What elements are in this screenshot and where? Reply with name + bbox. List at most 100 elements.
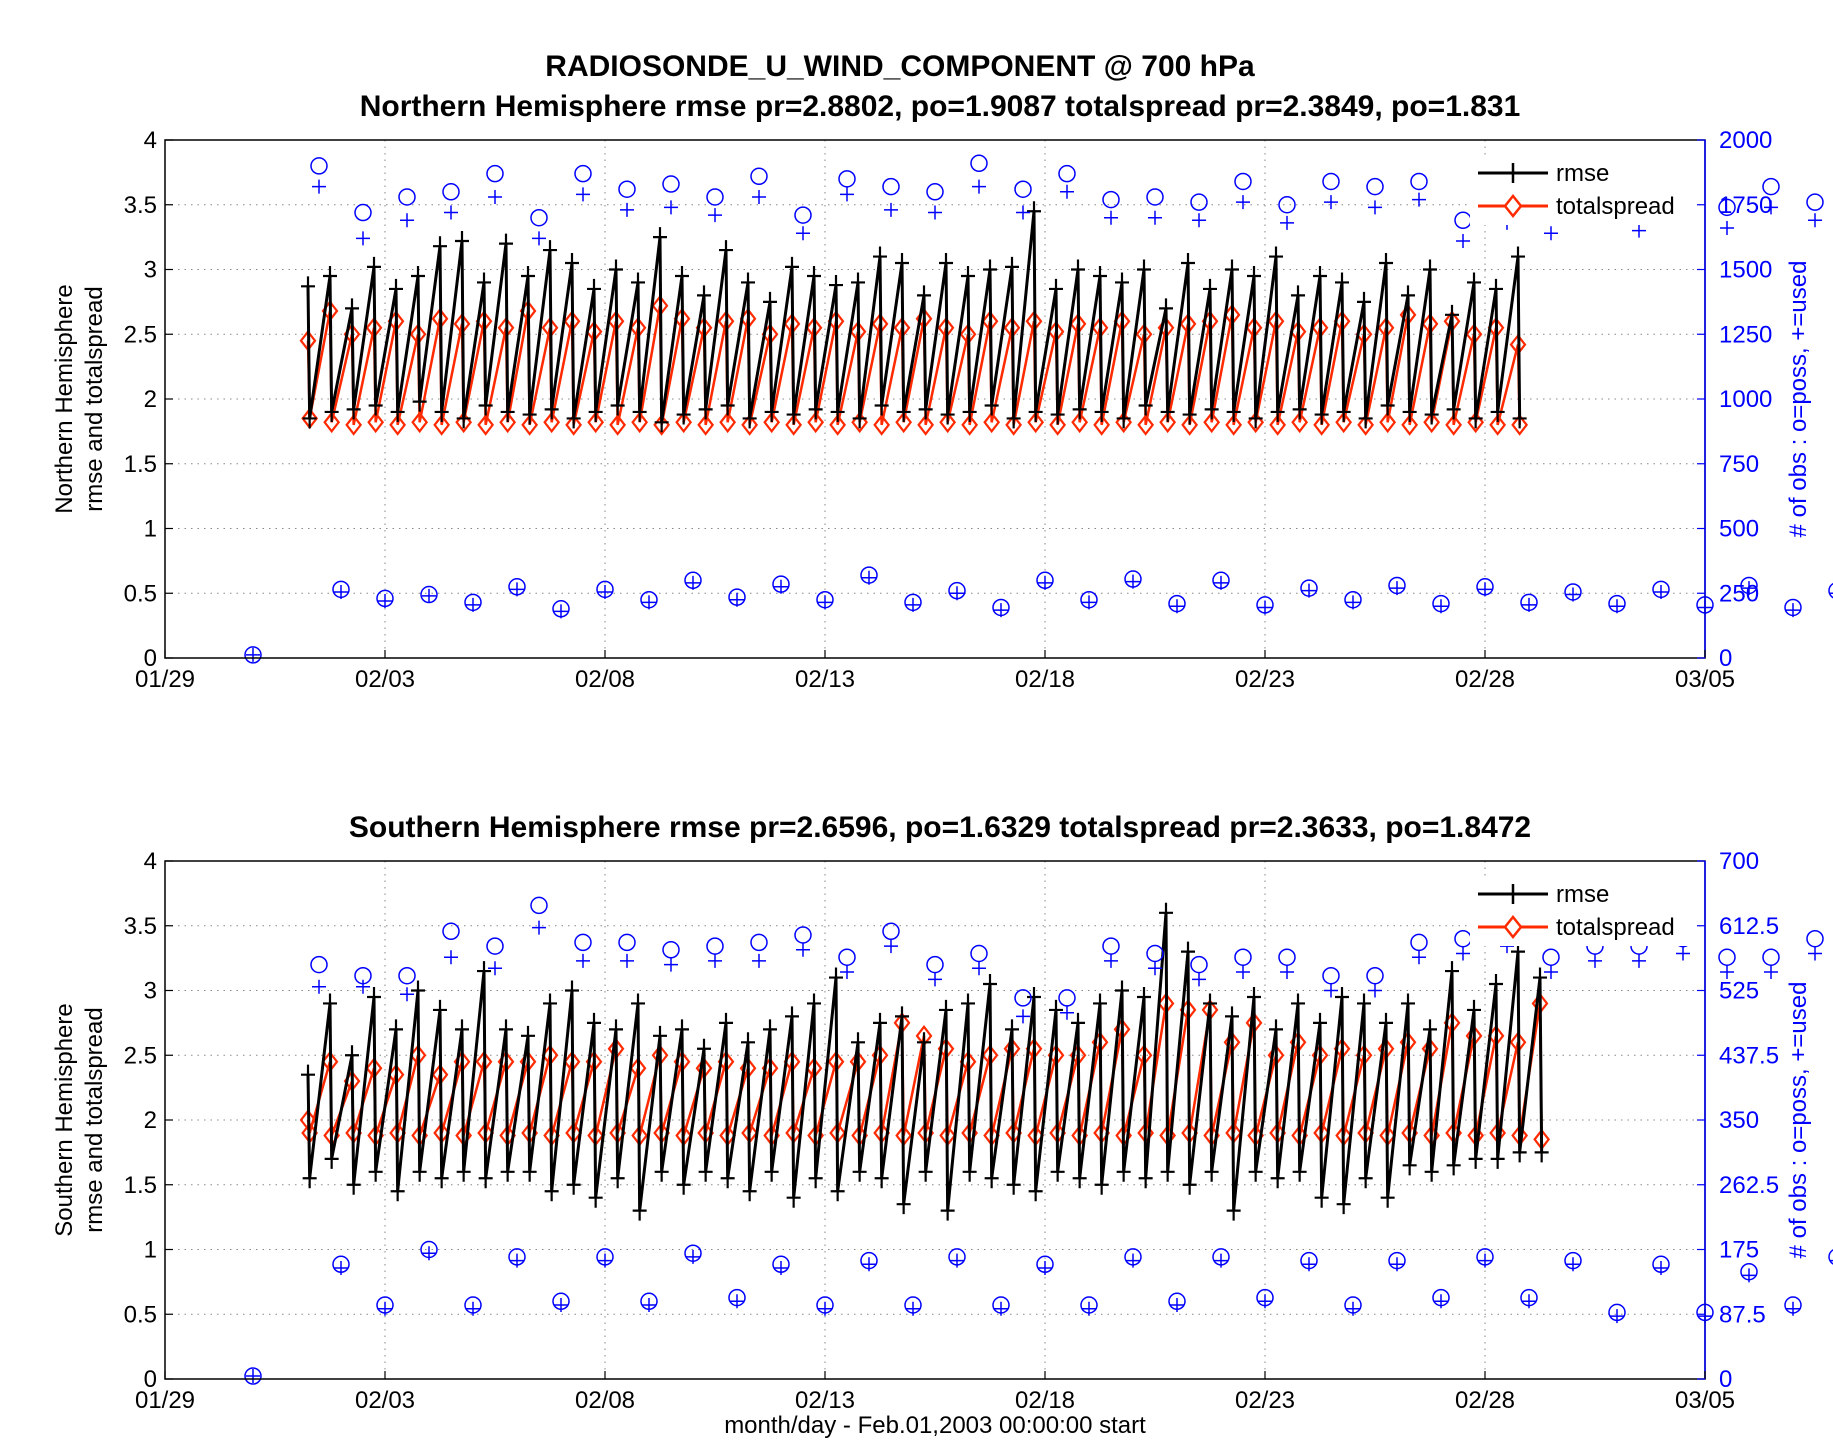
rmse-posterior-point <box>1204 399 1219 420</box>
rmse-posterior-point <box>786 404 801 425</box>
rmse-posterior-point <box>1270 401 1285 422</box>
totalspread-posterior-point <box>719 411 737 434</box>
rmse-prior-point <box>1049 999 1063 1020</box>
rmse-prior-point <box>1247 265 1261 286</box>
rmse-posterior-point <box>346 1174 361 1195</box>
obs-used-point <box>378 1301 392 1316</box>
obs-possible-point <box>750 167 768 186</box>
rmse-prior-point <box>345 1045 359 1066</box>
obs-used-point <box>1346 595 1360 610</box>
y-axis-label-line1: Southern Hemisphere <box>51 1003 78 1236</box>
totalspread-posterior-point <box>1137 414 1155 436</box>
obs-used-point <box>1104 210 1118 225</box>
y2-tick-label: 525 <box>1719 978 1759 1005</box>
totalspread-posterior-point <box>1181 414 1199 436</box>
totalspread-posterior-point <box>1005 414 1023 436</box>
obs-used-point <box>730 592 744 607</box>
rmse-posterior-point <box>896 1194 911 1215</box>
rmse-prior-point <box>323 265 337 286</box>
obs-used-point <box>1324 983 1338 998</box>
rmse-posterior-point <box>1182 404 1197 425</box>
obs-used-point <box>1368 200 1382 215</box>
obs-used-point <box>1808 946 1822 961</box>
obs-used-point <box>312 979 326 994</box>
series <box>244 154 1833 664</box>
obs-used-point <box>1588 953 1602 968</box>
y-tick-label: 1.5 <box>124 1172 157 1199</box>
rmse-posterior-point <box>390 401 405 422</box>
rmse-posterior-point <box>434 401 449 422</box>
rmse-posterior-point <box>1248 1161 1263 1182</box>
obs-used-point <box>1126 1253 1140 1268</box>
y2-tick-label: 2000 <box>1719 127 1772 154</box>
y2-tick-label: 175 <box>1719 1237 1759 1264</box>
rmse-prior-point <box>301 276 315 297</box>
ticks: 01/29 02/03 02/08 02/13 02/18 02/23 02/28 03/05… <box>124 848 1779 1414</box>
rmse-posterior-point <box>1292 1161 1307 1182</box>
rmse-prior-point <box>939 999 953 1020</box>
rmse-prior-point <box>873 246 887 267</box>
x-tick-label: 02/23 <box>1235 1387 1295 1414</box>
obs-used-point <box>906 1301 920 1316</box>
obs-used-point <box>510 582 524 597</box>
rmse-prior-point <box>697 1038 711 1059</box>
obs-used-point <box>1632 953 1646 968</box>
rmse-posterior-point <box>522 404 537 425</box>
rmse-posterior-point <box>962 1161 977 1182</box>
obs-possible-point <box>926 955 944 974</box>
obs-used-point <box>1522 1294 1536 1309</box>
obs-used-point <box>1566 587 1580 602</box>
rmse-prior-point <box>543 240 557 261</box>
obs-possible-point <box>970 944 988 963</box>
obs-possible-point <box>662 941 680 959</box>
rmse-posterior-point <box>368 395 383 416</box>
rmse-posterior-point <box>918 399 933 420</box>
obs-used-point <box>1346 1301 1360 1316</box>
totalspread-posterior-point <box>939 411 957 434</box>
rmse-posterior-point <box>984 395 999 416</box>
obs-used-point <box>1148 961 1162 976</box>
rmse-posterior-point <box>588 401 603 422</box>
legend-totalspread-marker <box>1503 193 1523 219</box>
legend-totalspread-label: totalspread <box>1556 193 1675 220</box>
rmse-prior-point <box>1445 304 1459 325</box>
x-tick-label: 02/23 <box>1235 666 1295 693</box>
rmse-prior-point <box>1159 902 1173 923</box>
rmse-prior-point <box>763 1019 777 1040</box>
obs-used-point <box>1038 1261 1052 1275</box>
obs-used-point <box>1368 983 1382 998</box>
rmse-posterior-point <box>1380 395 1395 416</box>
y-axis-label-line2: rmse and totalspread <box>81 286 108 511</box>
obs-possible-point <box>1146 944 1164 963</box>
obs-used-point <box>334 1261 348 1275</box>
totalspread-posterior-point <box>1379 411 1397 434</box>
rmse-posterior-point <box>610 1168 625 1189</box>
totalspread-posterior-point <box>917 414 935 436</box>
obs-used-point <box>774 579 788 594</box>
rmse-posterior-point <box>1358 408 1373 429</box>
obs-used-point <box>664 957 678 972</box>
obs-used-point <box>1324 195 1338 210</box>
rmse-prior-point <box>433 999 447 1020</box>
rmse-prior-point <box>1445 961 1459 982</box>
rmse-posterior-point <box>1160 401 1175 422</box>
obs-possible-point <box>1322 172 1340 191</box>
obs-used-point <box>488 189 502 204</box>
totalspread-posterior-point <box>1225 414 1243 436</box>
panel-title: Southern Hemisphere rmse pr=2.6596, po=1… <box>349 811 1531 844</box>
rmse-prior-point <box>917 1032 931 1053</box>
totalspread-posterior-point <box>1027 411 1045 434</box>
obs-used-point <box>1302 1257 1316 1272</box>
rmse-posterior-point <box>1424 404 1439 425</box>
rmse-prior-point <box>1093 265 1107 286</box>
rmse-posterior-point <box>1160 1161 1175 1182</box>
obs-possible-point <box>1234 948 1252 966</box>
y-axis-label-line2: rmse and totalspread <box>81 1007 108 1232</box>
x-tick-label: 02/03 <box>355 1387 415 1414</box>
obs-possible-point <box>310 955 328 974</box>
obs-used-point <box>1060 1005 1074 1020</box>
obs-used-point <box>532 920 546 935</box>
rmse-prior-point <box>807 993 821 1014</box>
obs-used-point <box>1742 1268 1756 1283</box>
obs-used-point <box>598 1253 612 1268</box>
